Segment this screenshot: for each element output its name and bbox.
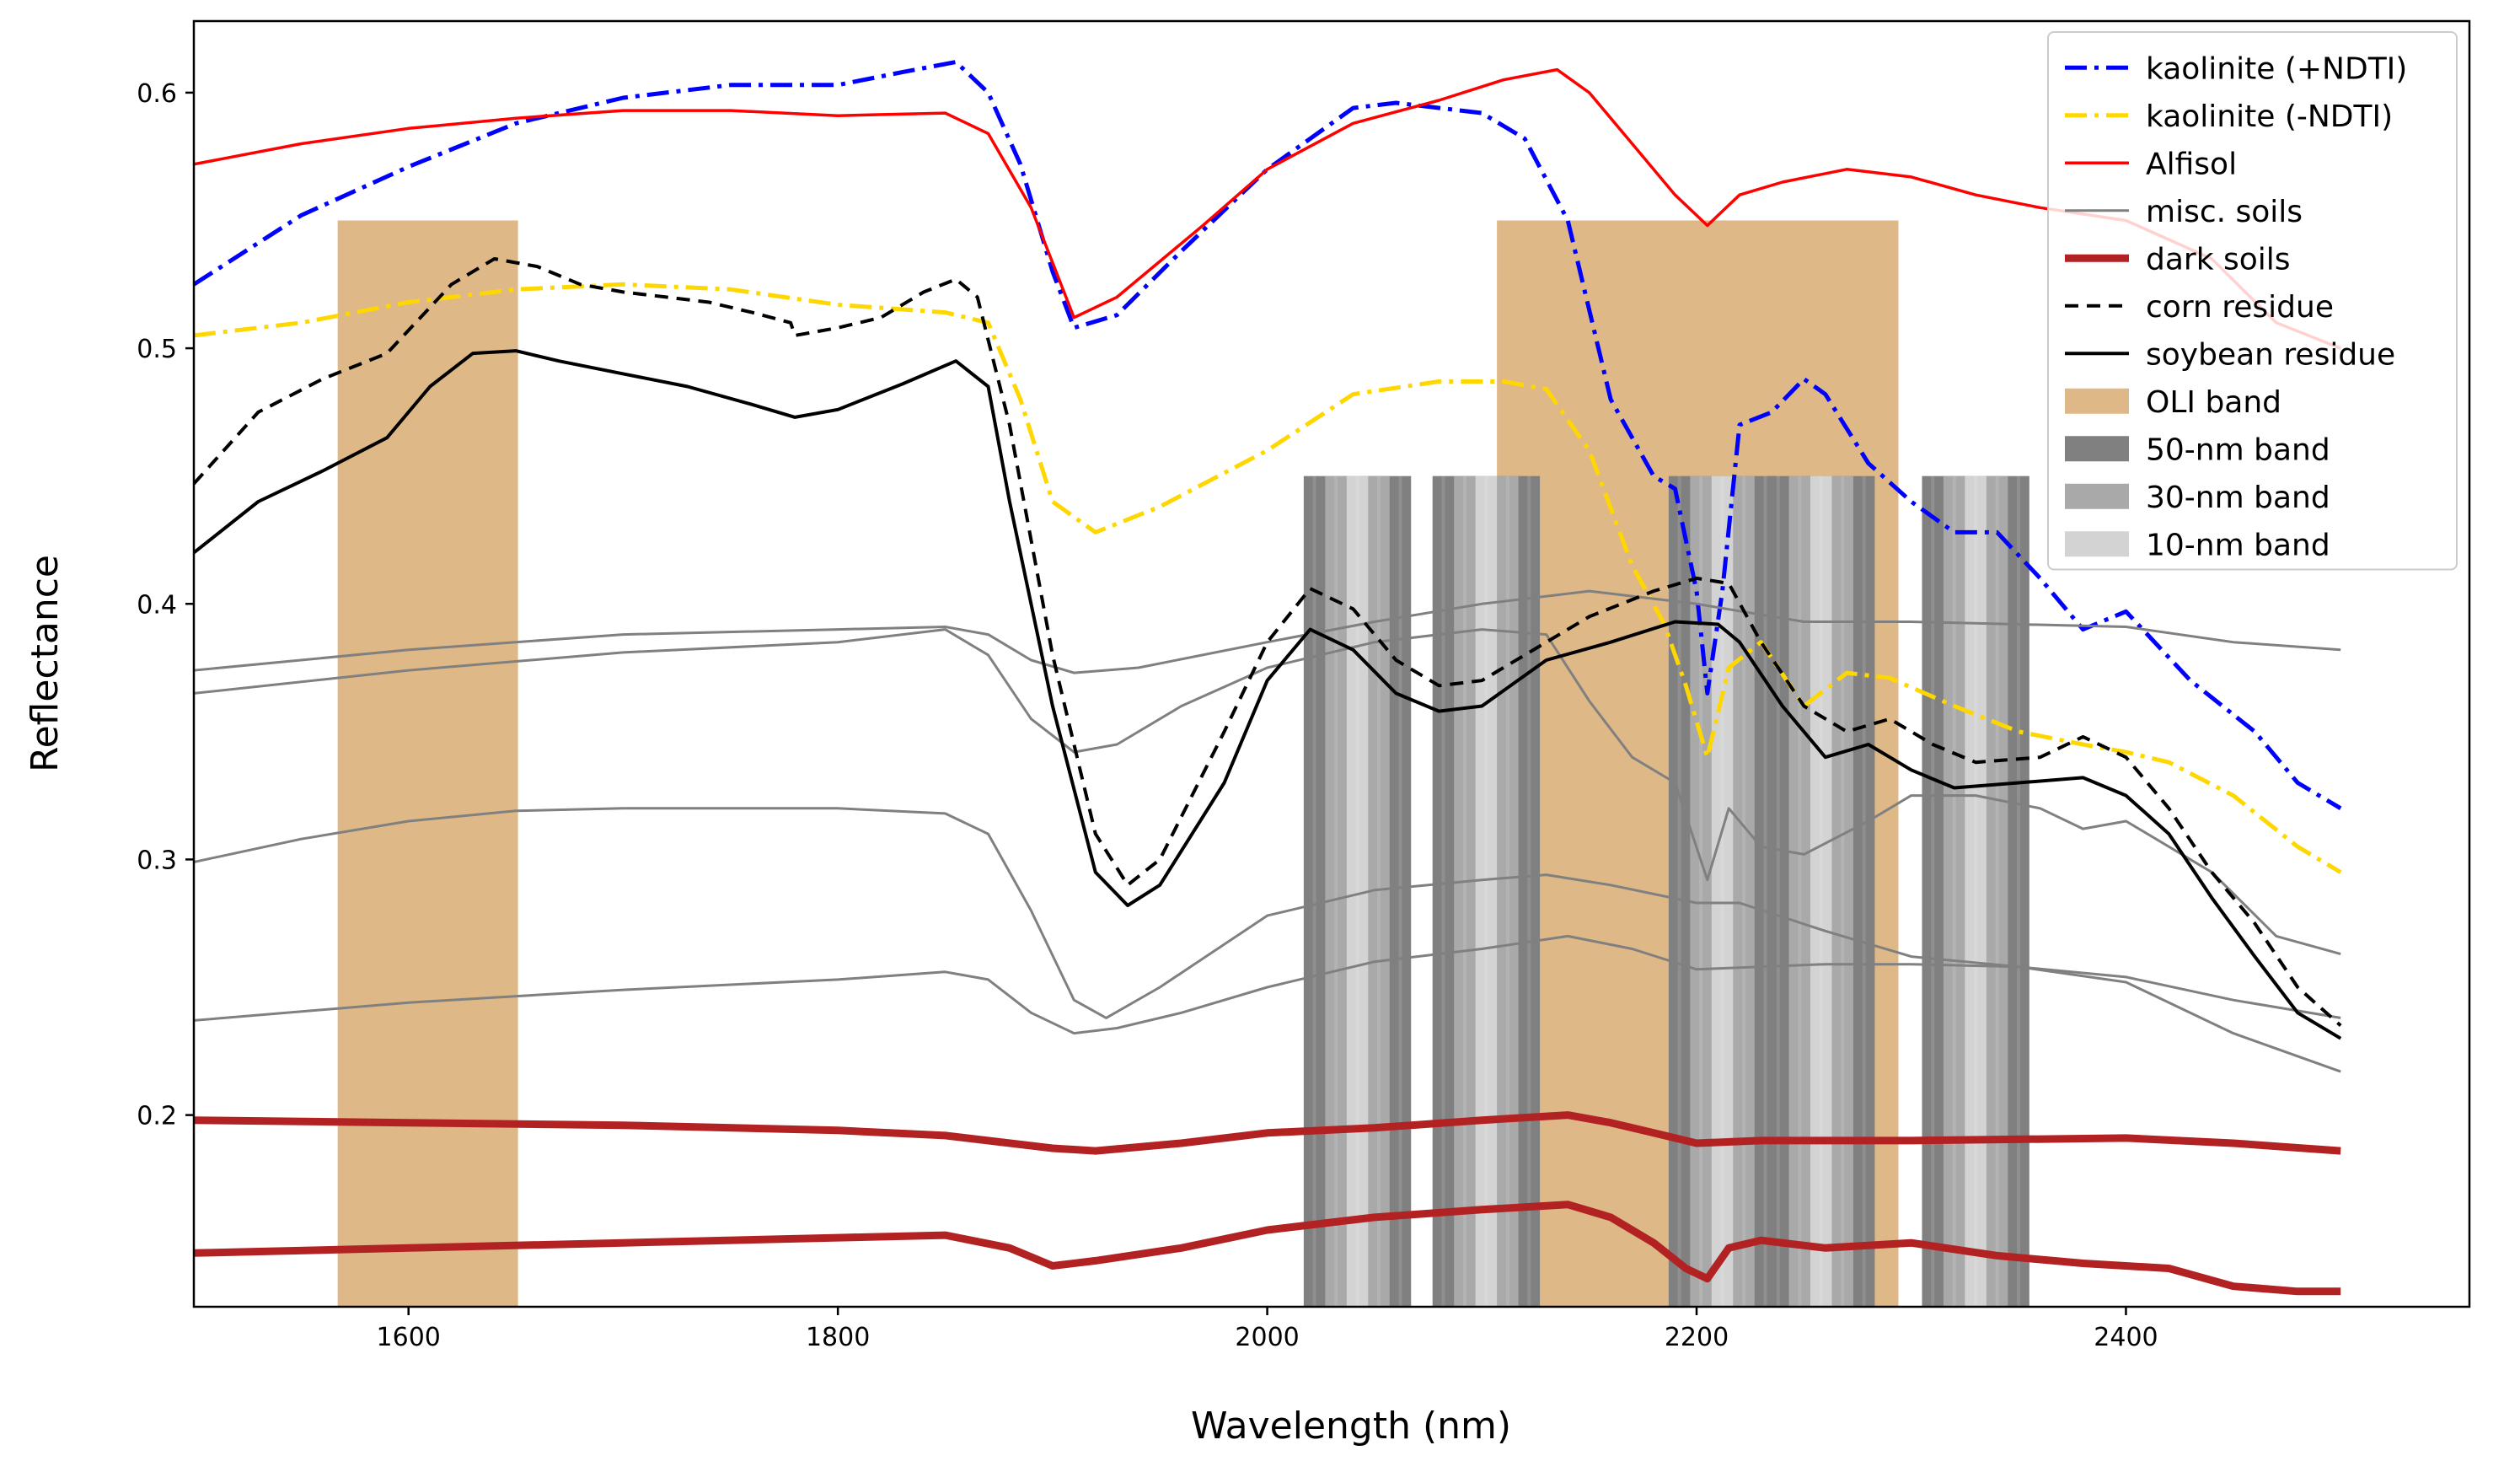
band-stripe	[1398, 475, 1402, 1307]
band-stripe	[1355, 475, 1359, 1307]
10nm-band	[1475, 475, 1498, 1307]
band-stripe	[1441, 475, 1445, 1307]
legend-label: kaolinite (-NDTI)	[2146, 99, 2393, 134]
legend-label: 10-nm band	[2146, 528, 2330, 562]
x-tick-label: 1800	[806, 1323, 870, 1352]
series-layer	[194, 60, 2342, 1296]
legend-label: Alfisol	[2146, 147, 2237, 181]
bands-layer	[337, 220, 2029, 1307]
x-tick-label: 1600	[377, 1323, 441, 1352]
band-stripe	[1377, 475, 1381, 1307]
legend-label: 30-nm band	[2146, 481, 2330, 515]
x-axis-title: Wavelength (nm)	[1191, 1405, 1511, 1448]
series-line-kaolinite-ndti-	[194, 60, 2342, 810]
legend-box	[2047, 31, 2458, 571]
y-tick-label: 0.6	[137, 79, 177, 109]
legend-patch-swatch	[2065, 436, 2129, 462]
band-stripe	[1677, 475, 1681, 1307]
band-stripe	[1312, 475, 1316, 1307]
series-line-misc-soils	[194, 934, 2341, 1073]
band-stripe	[1974, 475, 1978, 1307]
series-line-kaolinite-ndti-	[194, 282, 2342, 874]
series-line-misc-soils	[194, 628, 2341, 956]
band-stripe	[1798, 475, 1802, 1307]
10nm-band	[1965, 475, 1987, 1307]
legend-label: kaolinite (+NDTI)	[2146, 51, 2407, 86]
band-stripe	[1776, 475, 1780, 1307]
legend-label: OLI band	[2146, 385, 2281, 420]
10nm-band	[1810, 475, 1832, 1307]
band-stripe	[1952, 475, 1956, 1307]
legend-label: corn residue	[2146, 290, 2334, 325]
x-tick-label: 2000	[1235, 1323, 1299, 1352]
y-tick-label: 0.5	[137, 335, 177, 364]
legend: kaolinite (+NDTI) kaolinite (-NDTI) Alfiso…	[2047, 31, 2458, 571]
band-stripe	[1931, 475, 1935, 1307]
series-line-dark-soils	[194, 1201, 2341, 1296]
band-stripe	[1334, 475, 1338, 1307]
oli-band	[337, 220, 518, 1307]
y-tick-label: 0.4	[137, 590, 177, 620]
y-axis-title: Reflectance	[24, 555, 67, 772]
series-line-soybean-residue	[194, 349, 2342, 1040]
series-line-corn-residue	[194, 257, 2342, 1027]
y-axis: 0.2 0.3 0.4 0.5 0.6	[137, 79, 194, 1131]
legend-label: dark soils	[2146, 242, 2291, 277]
band-stripe	[1995, 475, 1999, 1307]
x-axis: 1600 1800 2000 2200 2400	[377, 1307, 2158, 1352]
band-stripe	[1763, 475, 1767, 1307]
x-tick-label: 2200	[1665, 1323, 1729, 1352]
band-stripe	[1742, 475, 1746, 1307]
band-stripe	[1462, 475, 1466, 1307]
band-stripe	[1819, 475, 1823, 1307]
legend-label: misc. soils	[2146, 195, 2303, 229]
band-stripe	[1720, 475, 1724, 1307]
band-stripe	[1841, 475, 1845, 1307]
legend-patch-swatch	[2065, 388, 2129, 414]
y-tick-label: 0.3	[137, 846, 177, 875]
series-line-alfisol	[194, 67, 2341, 350]
band-stripe	[1862, 475, 1866, 1307]
band-stripe	[1527, 475, 1531, 1307]
series-line-dark-soils	[194, 1111, 2341, 1155]
band-stripe	[1484, 475, 1488, 1307]
legend-label: soybean residue	[2146, 337, 2395, 372]
10nm-band	[1711, 475, 1734, 1307]
legend-patch-swatch	[2065, 483, 2129, 509]
legend-label: 50-nm band	[2146, 432, 2330, 467]
legend-patch-swatch	[2065, 531, 2129, 557]
series-line-misc-soils	[194, 807, 2341, 1019]
band-stripe	[1505, 475, 1509, 1307]
y-tick-label: 0.2	[137, 1102, 177, 1131]
series-line-misc-soils	[194, 589, 2341, 674]
band-stripe	[1699, 475, 1703, 1307]
plot-frame	[192, 19, 2471, 1308]
x-tick-label: 2400	[2094, 1323, 2158, 1352]
band-stripe	[2017, 475, 2021, 1307]
